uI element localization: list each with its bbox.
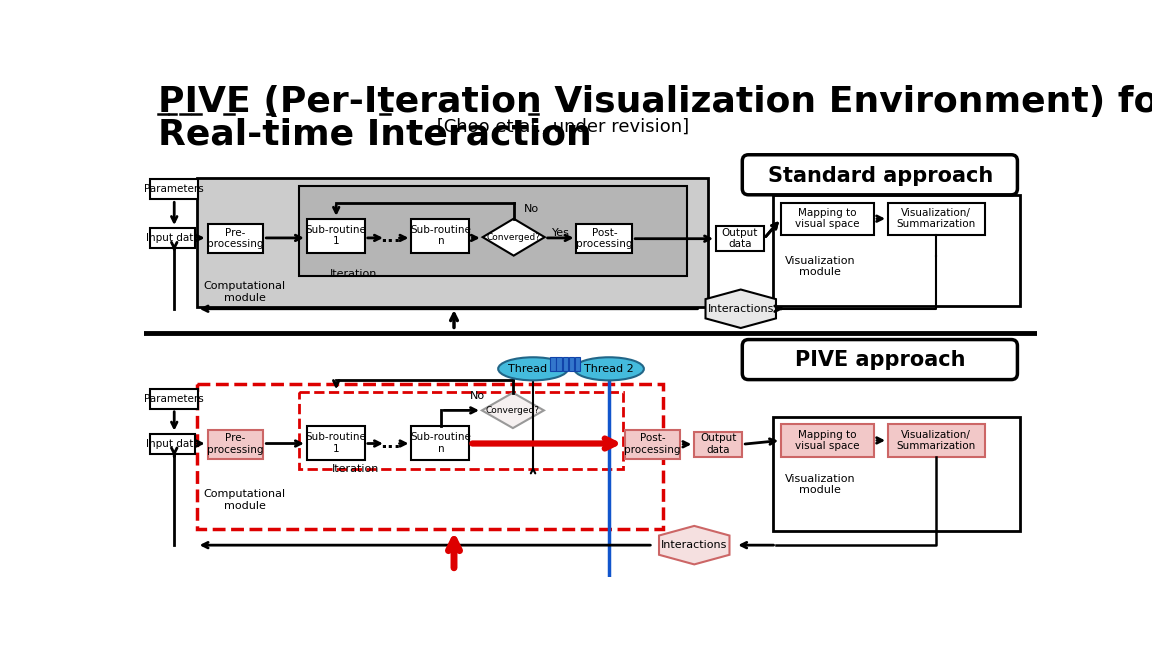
Text: Output
data: Output data [700,434,736,455]
Bar [624,430,681,459]
Text: [Choo et al., under revision]: [Choo et al., under revision] [431,118,689,136]
Bar [150,179,198,200]
Bar [300,185,687,277]
Bar [888,424,985,457]
Text: Computational
module: Computational module [204,281,286,303]
Bar [551,357,555,371]
Text: Output
data: Output data [722,228,758,249]
Text: PIVE approach: PIVE approach [795,349,965,369]
Text: Computational
module: Computational module [204,489,286,511]
Bar [207,430,264,459]
Polygon shape [483,218,545,255]
Ellipse shape [498,357,568,380]
Bar [556,357,562,371]
Text: Real-time Interaction: Real-time Interaction [158,118,592,152]
Bar [197,178,708,307]
Text: Input data: Input data [146,233,199,243]
Text: No: No [524,203,539,214]
Ellipse shape [574,357,644,380]
Bar [575,357,581,371]
Bar [773,417,1020,531]
Bar [197,384,664,529]
Text: Sub-routine
1: Sub-routine 1 [305,225,366,246]
Text: Mapping to
visual space: Mapping to visual space [795,208,859,229]
Text: Thread 1: Thread 1 [508,364,558,374]
Text: Sub-routine
1: Sub-routine 1 [305,432,366,454]
Text: Iteration: Iteration [332,464,379,474]
Bar [569,357,574,371]
Text: Yes: Yes [552,227,570,238]
Bar [888,202,985,235]
Text: Sub-routine
n: Sub-routine n [410,225,471,246]
Text: No: No [470,391,485,400]
Bar [150,228,195,248]
Polygon shape [705,290,776,328]
Text: Post-
processing: Post- processing [624,434,681,455]
Text: Interactions: Interactions [707,304,774,314]
Bar [781,424,874,457]
Bar [562,357,568,371]
Bar [306,218,365,253]
Bar [207,224,264,253]
Text: Post-
processing: Post- processing [576,228,632,249]
Text: PIVE (Per-Iteration Visualization Environment) for: PIVE (Per-Iteration Visualization Enviro… [158,86,1152,119]
Bar [300,392,623,469]
FancyBboxPatch shape [742,155,1017,195]
Text: Pre-
processing: Pre- processing [207,228,264,249]
Text: Thread 2: Thread 2 [584,364,634,374]
Polygon shape [659,526,729,564]
Bar [773,195,1020,307]
Bar [150,389,198,409]
Bar [781,202,874,235]
Bar [306,426,365,461]
Text: Sub-routine
n: Sub-routine n [410,432,471,454]
Text: Converged?: Converged? [486,406,540,415]
Text: Visualization
module: Visualization module [785,474,855,495]
Bar [411,218,470,253]
Text: ...: ... [380,228,401,246]
Bar [411,426,470,461]
Bar [715,226,764,251]
Text: Parameters: Parameters [144,185,204,194]
Bar [576,224,632,253]
Text: Interactions: Interactions [661,540,727,550]
Text: ...: ... [380,434,401,452]
Text: Iteration: Iteration [329,269,378,279]
Text: Standard approach: Standard approach [767,165,993,185]
Text: Parameters: Parameters [144,394,204,404]
FancyBboxPatch shape [742,340,1017,380]
Bar [150,434,195,454]
Polygon shape [482,393,544,428]
Text: Visualization/
Summarization: Visualization/ Summarization [896,430,976,451]
Text: Pre-
processing: Pre- processing [207,434,264,455]
Text: Visualization/
Summarization: Visualization/ Summarization [896,208,976,229]
Text: Converged?: Converged? [486,233,540,242]
Bar [695,432,742,457]
Text: Visualization
module: Visualization module [785,255,855,277]
Text: Mapping to
visual space: Mapping to visual space [795,430,859,451]
Text: Input data: Input data [146,439,199,448]
